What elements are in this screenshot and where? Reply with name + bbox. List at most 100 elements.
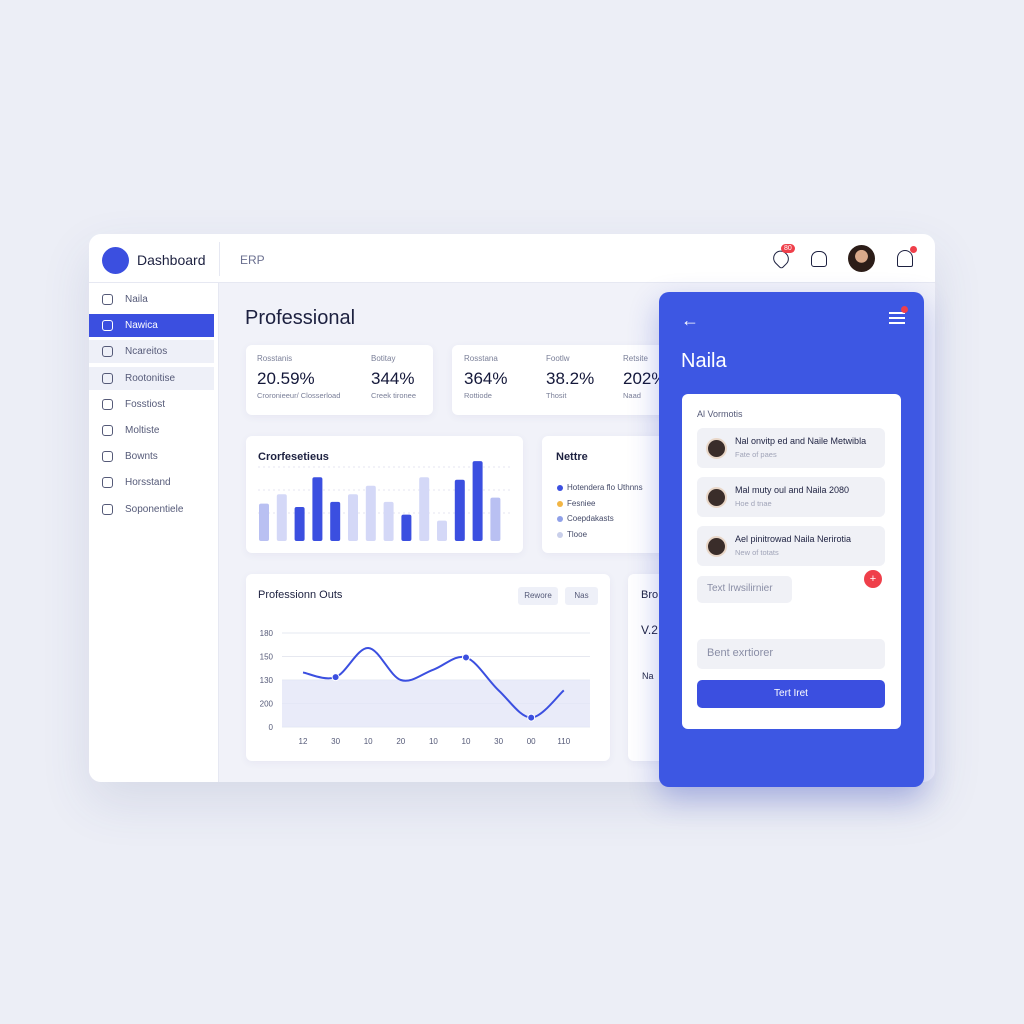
message: Ael pinitrowad Naila Nerirotia New of tot…: [697, 526, 885, 566]
card-title: Al Vormotis: [697, 409, 743, 419]
chat-card: Al Vormotis Nal onvitp ed and Naile Metw…: [682, 394, 901, 729]
nav-item[interactable]: Nawica: [89, 314, 214, 338]
stat-note: Creek tironee: [371, 391, 417, 400]
x-tick-label: 20: [396, 737, 405, 746]
message-text: Nal onvitp ed and Naile Metwibla: [735, 436, 867, 446]
stat-note: Thosit: [546, 391, 567, 400]
bell-icon[interactable]: [811, 251, 827, 267]
nav-item[interactable]: Ncareitos: [89, 340, 214, 364]
nav-item[interactable]: Rootonitise: [89, 366, 214, 390]
nav-icon: [102, 477, 113, 489]
nav-item[interactable]: Moltiste: [89, 419, 214, 442]
notify-dot: [910, 246, 917, 253]
input[interactable]: Text lrwsilirnier: [697, 576, 792, 603]
point: [331, 673, 340, 682]
stat-label: Footlw: [546, 354, 570, 363]
message-sub: Hoe d tnae: [735, 499, 772, 508]
stat-label: Rosstanis: [257, 354, 293, 363]
brand-logo: [102, 247, 129, 274]
card-title: Professionn Outs: [258, 589, 343, 601]
x-tick-label: 12: [299, 737, 308, 746]
y-tick-label: 200: [260, 700, 274, 709]
stat-label: Rosstana: [464, 354, 498, 363]
send-button[interactable]: Tert Iret: [697, 680, 885, 708]
avatar: [706, 487, 727, 508]
nav-icon: [102, 372, 113, 384]
message-text: Ael pinitrowad Naila Nerirotia: [735, 534, 852, 544]
bar: [472, 461, 483, 541]
legend-dot: [557, 516, 563, 522]
bar: [383, 501, 394, 541]
back-icon[interactable]: ←: [681, 310, 699, 330]
x-tick-label: 10: [429, 737, 438, 746]
card-title: Nettre: [556, 451, 588, 463]
divider: [219, 242, 220, 276]
badge: 80: [781, 244, 795, 253]
menu-icon[interactable]: [889, 312, 905, 324]
x-tick-label: 30: [494, 737, 503, 746]
stat-label: Botitay: [371, 354, 396, 363]
stat-note: Rottiode: [464, 391, 492, 400]
nav-item[interactable]: Soponentiele: [89, 498, 214, 521]
x-tick-label: 10: [462, 737, 471, 746]
breadcrumb[interactable]: ERP: [240, 253, 265, 267]
x-tick-label: 10: [364, 737, 373, 746]
stat-value: 20.59%: [257, 369, 315, 388]
y-tick-label: 150: [260, 653, 274, 662]
stat-label: Retsite: [623, 354, 648, 363]
nav-item[interactable]: Fosstiost: [89, 393, 214, 416]
bar: [330, 501, 341, 541]
legend-label: Hotendera flo Uthnns: [567, 483, 643, 492]
bar: [294, 507, 305, 541]
message-text: Mal muty oul and Naila 2080: [735, 485, 850, 495]
button[interactable]: Nas: [565, 587, 598, 605]
avatar[interactable]: [848, 245, 875, 272]
add-button[interactable]: +: [864, 570, 882, 588]
brand: Dashboard: [137, 252, 206, 268]
user-icon[interactable]: [897, 250, 913, 267]
stat-card: [246, 345, 433, 415]
point: [462, 653, 470, 662]
nav-item[interactable]: Horsstand: [89, 471, 214, 494]
nav-item[interactable]: Naila: [89, 288, 214, 311]
line: [302, 647, 565, 719]
stat-value: 38.2%: [546, 369, 595, 388]
legend-label: Fesniee: [567, 498, 596, 508]
bar: [401, 514, 412, 541]
card-title: Crorfesetieus: [258, 451, 329, 463]
nav-icon: [102, 320, 113, 332]
y-tick-label: 0: [269, 723, 274, 732]
notify-dot: [901, 306, 908, 313]
input[interactable]: Bent exrtiorer: [697, 639, 885, 669]
bar: [490, 497, 501, 541]
assistant-panel: ← Naila Al Vormotis Nal onvitp ed and Na…: [659, 292, 924, 787]
legend-dot: [557, 500, 563, 507]
message-sub: Fate of paes: [735, 450, 777, 459]
message: Mal muty oul and Naila 2080 Hoe d tnae: [697, 477, 885, 517]
x-tick-label: 110: [557, 737, 570, 746]
topbar: [89, 234, 935, 283]
button[interactable]: Rewore: [518, 587, 558, 605]
bar: [365, 485, 376, 541]
point: [527, 713, 536, 722]
legend-card: [542, 436, 682, 553]
message-sub: New of totats: [735, 548, 779, 557]
card-title: Bro: [641, 589, 659, 601]
legend-label: Tlooe: [567, 529, 588, 539]
avatar: [706, 536, 727, 557]
y-tick-label: 130: [260, 676, 274, 685]
stat-value: 344%: [371, 369, 415, 388]
stat-note: Croronieeur/ Closserload: [257, 391, 341, 400]
nav-item[interactable]: Bownts: [89, 445, 214, 468]
nav-icon: [102, 451, 113, 463]
nav-icon: [102, 503, 113, 515]
sidebar: [89, 283, 219, 782]
bar: [259, 503, 269, 541]
stat-note: Naad: [623, 391, 641, 400]
x-tick-label: 30: [331, 737, 340, 746]
nav-icon: [102, 294, 113, 305]
nav-icon: [102, 346, 113, 358]
bar: [437, 520, 447, 541]
panel-title: Naila: [681, 350, 727, 372]
